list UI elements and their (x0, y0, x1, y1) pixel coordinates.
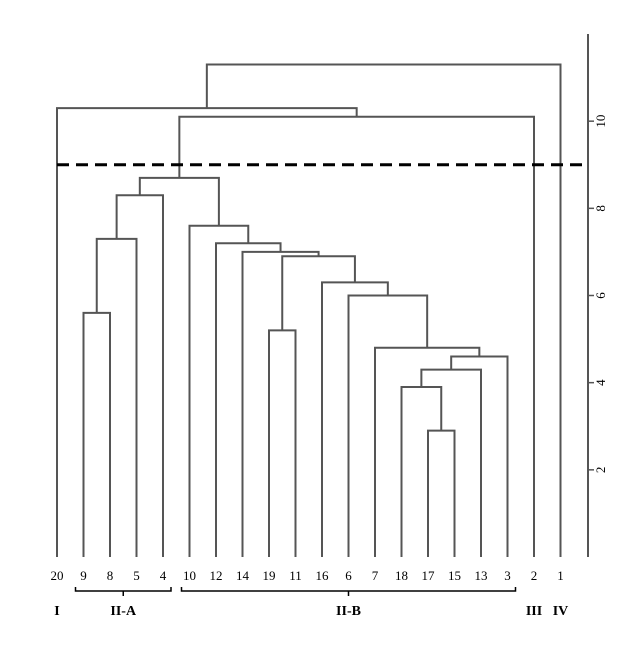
leaf-label: 16 (316, 568, 330, 583)
merge-link (281, 255, 356, 331)
leaf-label: 17 (422, 568, 436, 583)
merge-link (215, 242, 282, 557)
leaf-label: 18 (395, 568, 408, 583)
leaf-label: 6 (345, 568, 352, 583)
group-label: I (54, 604, 59, 619)
merge-link (115, 194, 164, 557)
y-tick-label: 10 (593, 115, 608, 128)
group-bracket (180, 587, 517, 596)
merge-link (268, 329, 297, 557)
merge-link (427, 429, 456, 557)
merge-link (241, 250, 320, 557)
leaf-label: 7 (372, 568, 379, 583)
leaf-label: 5 (133, 568, 140, 583)
leaf-label: 13 (475, 568, 488, 583)
y-tick-label: 4 (593, 379, 608, 386)
merge-link (450, 355, 509, 557)
leaf-label: 2 (531, 568, 538, 583)
leaf-label: 20 (51, 568, 64, 583)
leaf-label: 10 (183, 568, 196, 583)
leaf-label: 3 (504, 568, 511, 583)
leaf-label: 11 (289, 568, 302, 583)
merge-link (82, 311, 111, 557)
merge-link (56, 107, 358, 557)
group-label: II-A (110, 604, 137, 619)
leaf-label: 15 (448, 568, 461, 583)
leaf-label: 4 (160, 568, 167, 583)
leaf-label: 8 (107, 568, 114, 583)
merge-link (347, 294, 429, 557)
merge-link (321, 281, 389, 557)
y-tick-label: 2 (593, 467, 608, 474)
merge-link (95, 237, 138, 557)
group-label: II-B (336, 604, 361, 619)
merge-link (205, 63, 562, 557)
group-label: III (526, 604, 542, 619)
y-tick-label: 8 (593, 205, 608, 212)
group-bracket (74, 587, 172, 596)
merge-link (400, 386, 443, 557)
merge-link (420, 368, 482, 557)
leaf-label: 14 (236, 568, 250, 583)
y-tick-label: 6 (593, 292, 608, 299)
merge-link (138, 176, 220, 226)
merge-link (188, 224, 250, 557)
leaf-label: 12 (210, 568, 223, 583)
leaf-label: 1 (557, 568, 564, 583)
leaf-label: 9 (80, 568, 87, 583)
group-label: IV (553, 604, 569, 619)
leaf-label: 19 (263, 568, 276, 583)
